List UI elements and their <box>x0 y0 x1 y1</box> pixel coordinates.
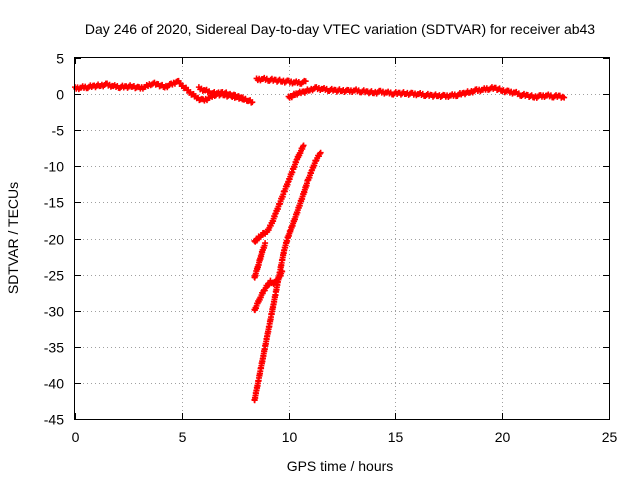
y-tick-label: -25 <box>44 268 64 284</box>
x-tick-label: 0 <box>72 429 80 445</box>
plot-frame <box>74 57 610 420</box>
y-tick-label: -20 <box>44 232 64 248</box>
y-tick-label: -40 <box>44 376 64 392</box>
data-point <box>316 150 323 157</box>
x-tick-label: 25 <box>602 429 618 445</box>
x-tick-label: 10 <box>282 429 298 445</box>
data-point <box>302 78 309 85</box>
x-tick-label: 5 <box>179 429 187 445</box>
x-tick-label: 15 <box>388 429 404 445</box>
y-tick-label: -35 <box>44 340 64 356</box>
y-axis-label: SDTVAR / TECUs <box>5 182 21 294</box>
y-tick-label: 5 <box>56 51 64 67</box>
data-point <box>249 99 256 106</box>
x-tick-label: 20 <box>495 429 511 445</box>
chart-title: Day 246 of 2020, Sidereal Day-to-day VTE… <box>85 21 595 37</box>
x-axis-label: GPS time / hours <box>287 458 394 474</box>
grid <box>75 58 609 419</box>
data-point <box>561 94 568 101</box>
y-tick-label: -30 <box>44 304 64 320</box>
data-point <box>240 96 247 103</box>
ticks: 0 5 10 15 20 25 5 0 -5 -10 -15 -20 -25 -30 -35 -40 -45 <box>44 51 618 446</box>
data-point <box>262 240 269 247</box>
data-point <box>317 149 324 156</box>
y-tick-label: -45 <box>44 412 64 428</box>
y-tick-label: -10 <box>44 159 64 175</box>
y-tick-label: -15 <box>44 195 64 211</box>
y-tick-label: -5 <box>52 123 65 139</box>
data-points <box>72 74 568 404</box>
y-tick-label: 0 <box>56 87 64 103</box>
data-point <box>300 142 307 149</box>
